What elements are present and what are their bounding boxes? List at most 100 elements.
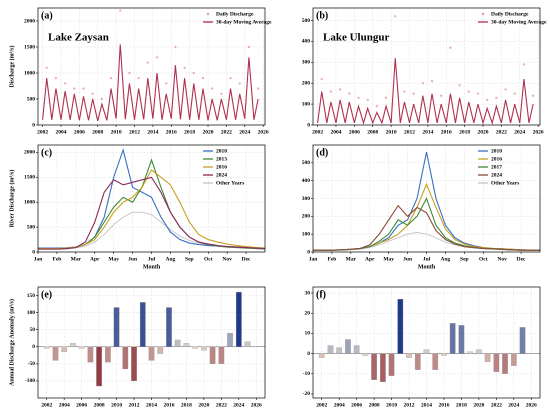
- data-point: [137, 77, 140, 80]
- legend-label: Other Years: [491, 180, 519, 186]
- data-point: [109, 77, 113, 80]
- bar: [131, 346, 137, 382]
- y-tick-label: 1000: [24, 70, 35, 76]
- x-axis-label: Month: [143, 264, 161, 270]
- data-point: [247, 45, 251, 49]
- legend-label: 2010: [216, 148, 227, 154]
- series-line: [313, 204, 540, 251]
- data-point: [91, 92, 94, 96]
- series-line: [42, 44, 259, 121]
- x-tick-label: Jul: [148, 256, 156, 262]
- x-tick-label: 2010: [111, 402, 122, 408]
- x-tick-label: 2024: [239, 129, 250, 135]
- legend-swatch: [481, 12, 485, 16]
- x-tick-label: 2002: [316, 402, 327, 408]
- data-point: [384, 96, 388, 100]
- x-tick-label: 2008: [367, 129, 378, 135]
- x-tick-label: Jan: [34, 256, 43, 262]
- x-tick-label: 2010: [386, 402, 397, 408]
- x-tick-label: Jun: [403, 256, 412, 262]
- data-point: [192, 71, 195, 75]
- bar: [139, 302, 146, 347]
- y-tick-label: 1000: [24, 199, 35, 205]
- bar: [157, 346, 164, 354]
- series-line: [38, 176, 266, 250]
- x-tick-label: Jun: [128, 256, 137, 262]
- x-tick-label: 2004: [59, 402, 70, 408]
- y-tick-label: 500: [302, 160, 311, 166]
- bar: [336, 347, 343, 354]
- x-tick-label: 2026: [258, 129, 269, 135]
- x-tick-label: 2020: [198, 402, 209, 408]
- x-tick-label: 2014: [421, 402, 432, 408]
- data-point: [513, 92, 516, 95]
- legend-label: 2016: [491, 156, 502, 162]
- x-tick-label: Mar: [346, 256, 357, 262]
- bar: [476, 349, 482, 354]
- bar: [406, 353, 412, 358]
- y-tick-label: 100: [302, 231, 311, 237]
- data-point: [165, 82, 168, 85]
- plot-frame: [37, 7, 266, 126]
- panel-label: (f): [316, 289, 326, 300]
- x-tick-label: 2012: [404, 402, 415, 408]
- x-tick-label: 2022: [491, 402, 502, 408]
- bar: [318, 353, 325, 358]
- x-tick-label: 2026: [251, 402, 262, 408]
- y-tick-label: 200: [302, 80, 311, 86]
- y-tick-label: 50: [30, 327, 36, 333]
- data-point: [357, 96, 360, 100]
- x-tick-label: 2018: [456, 402, 467, 408]
- x-tick-label: 2004: [330, 129, 341, 135]
- x-tick-label: 2006: [349, 129, 360, 135]
- x-tick-label: May: [383, 256, 394, 262]
- bar: [78, 346, 85, 349]
- y-tick-label: 30: [305, 290, 311, 296]
- y-tick-label: 400: [302, 39, 311, 45]
- x-tick-label: 2014: [146, 402, 157, 408]
- x-tick-label: 2002: [37, 129, 48, 135]
- legend-label: Daily Discharge: [491, 11, 529, 17]
- bar: [327, 345, 334, 354]
- bar: [201, 346, 207, 351]
- x-tick-label: 2022: [221, 129, 232, 135]
- data-point: [412, 92, 415, 95]
- legend-label: 2017: [491, 164, 502, 170]
- annotation: Lake Zaysan: [48, 32, 109, 44]
- data-point: [63, 82, 67, 85]
- y-tick-label: 20: [305, 311, 311, 317]
- x-tick-label: 2014: [422, 129, 433, 135]
- legend-label: 2016: [216, 164, 227, 170]
- data-point: [504, 88, 507, 91]
- plot-frame: [37, 286, 266, 399]
- x-tick-label: 2018: [181, 402, 192, 408]
- x-tick-label: 2016: [438, 402, 449, 408]
- data-point: [348, 92, 351, 95]
- bar: [43, 346, 50, 349]
- y-tick-label: 0: [32, 122, 35, 128]
- x-tick-label: 2016: [441, 129, 452, 135]
- legend-label: 2024: [491, 172, 502, 178]
- x-tick-label: 2026: [533, 129, 544, 135]
- bar: [519, 327, 526, 354]
- x-tick-label: Jan: [309, 256, 318, 262]
- x-axis-label: Month: [418, 264, 436, 270]
- data-point: [522, 63, 526, 66]
- data-point: [183, 66, 186, 70]
- x-tick-label: Oct: [204, 256, 213, 262]
- x-tick-label: 2014: [147, 129, 158, 135]
- data-point: [220, 92, 223, 96]
- x-tick-label: 2022: [216, 402, 227, 408]
- bar: [244, 341, 251, 347]
- x-tick-label: 2006: [76, 402, 87, 408]
- data-point: [375, 104, 379, 108]
- y-tick-label: 150: [27, 293, 36, 299]
- x-tick-label: Feb: [52, 256, 61, 262]
- x-tick-label: 2008: [94, 402, 105, 408]
- bar: [353, 345, 360, 354]
- bar: [441, 353, 447, 356]
- bar: [183, 343, 190, 347]
- data-point: [73, 87, 76, 90]
- x-tick-label: 2020: [473, 402, 484, 408]
- y-axis-label: Discharge (m³/s): [8, 46, 15, 88]
